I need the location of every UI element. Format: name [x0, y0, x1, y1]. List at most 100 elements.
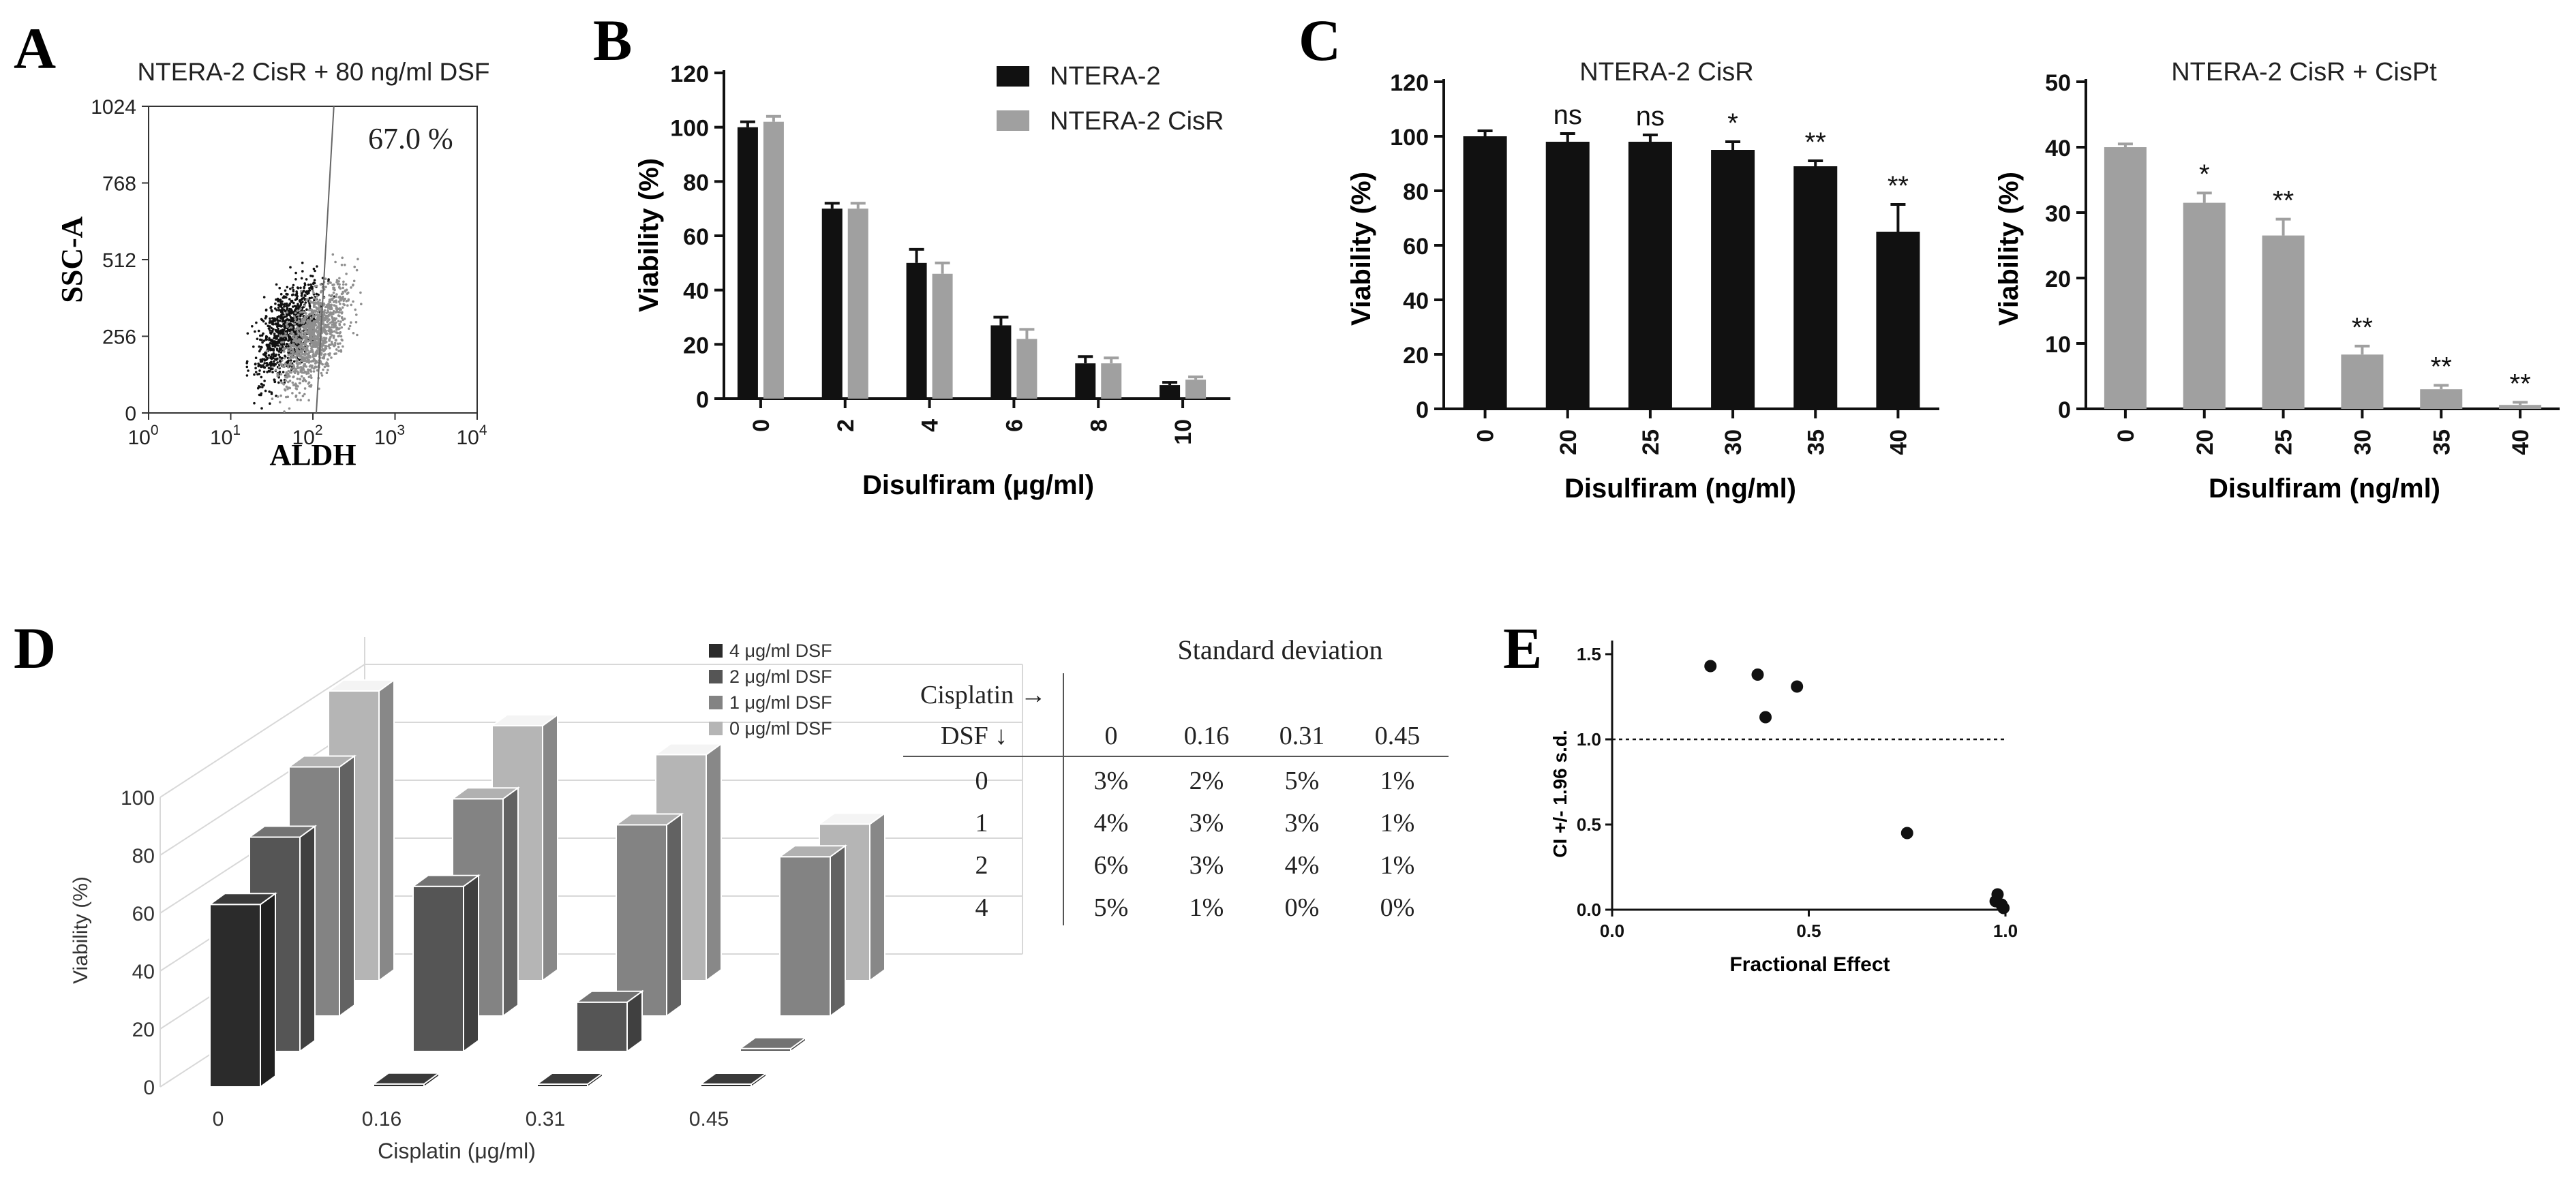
panel-a-event-dot [322, 342, 326, 345]
panel-a-event-dot [258, 373, 261, 375]
panel-d-x-tick-label: 0 [213, 1108, 224, 1130]
panel-c-right-y-tick-label: 40 [2045, 136, 2071, 161]
panel-c-left-significance-label: ** [1888, 171, 1909, 201]
panel-a-event-dot [301, 345, 303, 348]
panel-a-event-dot [313, 279, 316, 282]
panel-a-event-dot [299, 311, 302, 314]
panel-a-event-dot [273, 333, 276, 335]
panel-a-event-dot [337, 320, 340, 323]
sd-table-row-axis-label: DSF ↓ [941, 722, 1007, 750]
panel-a-event-dot [336, 326, 339, 329]
panel-a-event-dot [302, 377, 305, 380]
panel-a-event-dot [288, 298, 291, 301]
panel-d-bar-top [450, 787, 521, 800]
panel-a-y-tick-label: 512 [102, 249, 136, 272]
panel-a-event-dot [338, 327, 341, 330]
panel-a-event-dot [302, 365, 305, 368]
panel-a-flow-plot: NTERA-2 CisR + 80 ng/ml DSF 67.0 % 0 256 5… [55, 58, 490, 472]
panel-a-event-dot [304, 353, 307, 356]
panel-e-data-point [1791, 680, 1804, 693]
panel-a-event-dot [294, 387, 298, 390]
panel-a-event-dot [292, 360, 296, 363]
panel-a-event-dot [327, 329, 330, 333]
panel-a-event-dot [347, 299, 350, 302]
panel-a-event-dot [273, 354, 275, 358]
panel-c-right-x-tick-label: 35 [2429, 429, 2455, 455]
panel-a-x-tick-label: 100 [127, 422, 158, 449]
panel-a-event-dot [284, 347, 286, 350]
panel-a-event-dot [287, 380, 290, 384]
panel-a-event-dot [337, 350, 340, 352]
panel-a-event-dot [344, 283, 348, 286]
panel-a-gate-line [315, 106, 335, 414]
panel-a-event-dot [314, 285, 317, 288]
sd-table-cell: 4% [1094, 809, 1129, 837]
panel-a-event-dot [352, 279, 356, 283]
panel-a-event-dot [339, 303, 342, 305]
panel-a-event-dot [316, 331, 319, 334]
panel-e-y-tick-label: 1.5 [1577, 644, 1601, 664]
panel-a-event-dot [280, 341, 283, 344]
panel-a-event-dot [310, 296, 314, 299]
panel-a-event-dot [262, 366, 266, 369]
panel-a-event-dot [338, 311, 342, 314]
panel-a-event-dot [279, 335, 282, 337]
sd-table-cell: 5% [1094, 893, 1129, 922]
panel-b-bar [1101, 363, 1122, 399]
panel-a-event-dot [301, 380, 305, 382]
panel-d-bar-top [777, 845, 848, 858]
panel-a-event-dot [295, 307, 299, 310]
panel-a-event-dot [292, 293, 294, 296]
panel-a-event-dot [303, 283, 307, 287]
sd-table-row-header: 1 [975, 809, 988, 837]
panel-a-event-dot [329, 306, 331, 309]
panel-a-event-dot [273, 360, 275, 363]
panel-a-event-dot [343, 323, 346, 326]
panel-a-event-dot [292, 366, 295, 369]
panel-a-event-dot [245, 365, 249, 369]
panel-a-event-dot [294, 339, 297, 341]
panel-a-event-dot [318, 387, 320, 390]
panel-a-event-dot [259, 364, 262, 367]
panel-a-event-dot [314, 345, 317, 348]
panel-a-event-dot [307, 375, 311, 379]
panel-a-event-dot [325, 333, 328, 336]
panel-a-event-dot [303, 393, 306, 396]
panel-a-event-dot [282, 308, 286, 311]
panel-d-legend: 4 μg/ml DSF 2 μg/ml DSF 1 μg/ml DSF 0 μg/ml… [709, 641, 832, 739]
panel-d-legend-swatch [709, 644, 723, 658]
panel-a-event-dot [286, 347, 290, 350]
panel-b-y-tick-label: 40 [683, 279, 709, 305]
panel-a-event-dot [312, 325, 316, 328]
panel-a-event-dot [266, 345, 269, 348]
panel-a-event-dot [308, 334, 312, 337]
panel-a-event-dot [337, 280, 340, 283]
panel-a-event-dot [294, 384, 297, 386]
panel-a-event-dot [299, 370, 303, 373]
panel-a-event-dot [277, 381, 280, 384]
panel-a-event-dot [310, 345, 314, 348]
panel-a-y-tick-label: 256 [102, 326, 136, 349]
panel-a-event-dot [246, 332, 249, 335]
panel-a-event-dot [327, 369, 329, 371]
panel-a-event-dot [301, 290, 305, 293]
panel-a-event-dot [330, 326, 333, 329]
panel-a-event-dot [335, 348, 338, 351]
panel-a-event-dot [277, 327, 279, 330]
panel-b-legend: NTERA-2 NTERA-2 CisR [997, 62, 1224, 136]
panel-d-bar-side [542, 713, 558, 982]
panel-a-event-dot [272, 328, 275, 330]
panel-a-event-dot [288, 307, 291, 311]
panel-a-event-dot [286, 325, 289, 328]
panel-a-event-dot [259, 348, 262, 351]
panel-a-event-dot [342, 303, 345, 306]
panel-a-event-dot [263, 380, 266, 382]
panel-a-event-dot [245, 374, 249, 377]
panel-a-event-dot [332, 322, 335, 324]
panel-a-event-dot [296, 326, 299, 329]
panel-c-left-y-tick-label: 0 [1416, 397, 1429, 423]
panel-a-event-dot [323, 365, 327, 369]
panel-a-event-dot [352, 332, 355, 335]
panel-b-bar [821, 209, 843, 399]
panel-a-event-dot [309, 318, 312, 321]
